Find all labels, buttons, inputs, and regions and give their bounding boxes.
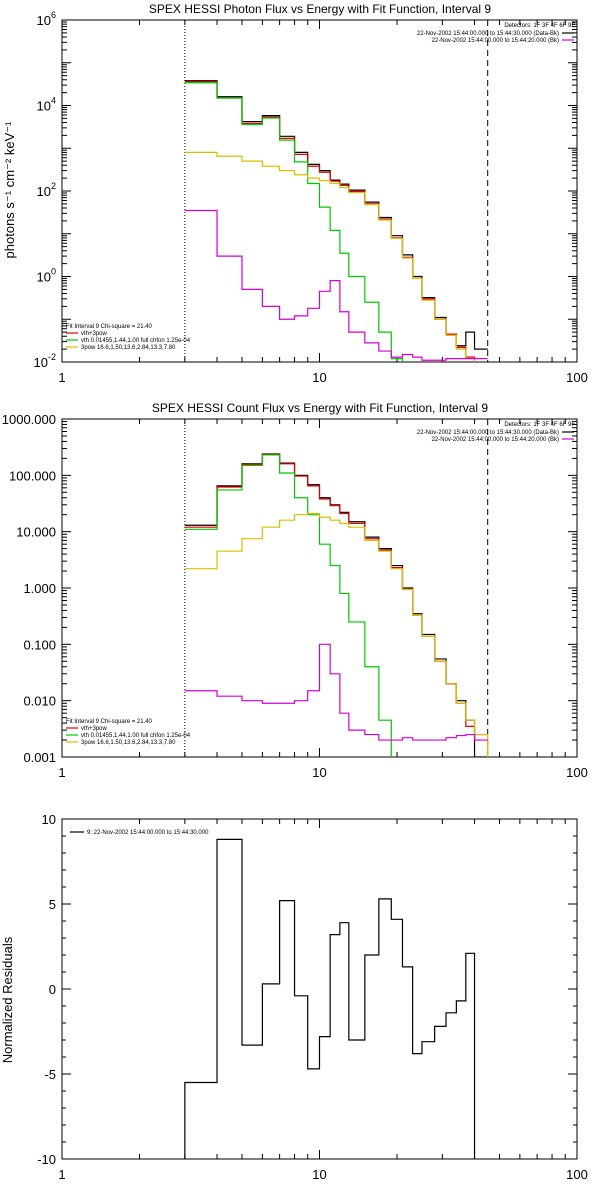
panel3-ylabel: Normalized Residuals [0, 936, 15, 1063]
panel2-ytick-label: 100.000 [9, 468, 56, 483]
panel2-title: SPEX HESSI Count Flux vs Energy with Fit… [152, 401, 488, 415]
panel2-ytick-label: 0.001 [23, 750, 56, 765]
panel2-ytick-label: 1.000 [23, 581, 56, 596]
panel3-ytick-label: 10 [42, 812, 56, 827]
panel3-legend: 9: 22-Nov-2002 15:44:00.000 to 15:44:30.… [70, 830, 209, 836]
panel1-ytick-exponent: -2 [48, 352, 56, 362]
panel2-ytick-label: 10.000 [16, 525, 56, 540]
panel2-fit-legend: Fit Interval 9 Chi-square = 21.40vth+3po… [66, 719, 191, 746]
panel3-ytick-label: -10 [37, 1152, 56, 1167]
panel2-fit-legend-text: vth+3pow [81, 726, 108, 732]
panel2-ytick-label: 1000.000 [2, 412, 56, 427]
panel1-series-line [184, 209, 488, 361]
panel3-xtick-label: 10 [312, 1167, 326, 1182]
panel2-plot: 1 10 100 0.001 0.010 0.100 1.000 10.000 100.000 1… [2, 412, 588, 780]
panel1-series-group [184, 80, 488, 362]
panel2-y-ticks [62, 421, 577, 758]
panel2-fit-legend-text: vth 0.01455,1.44,1.00 full chfon 1.25e-0… [81, 733, 191, 739]
panel1-xtick-label: 100 [566, 370, 588, 385]
panel2-series-group [184, 453, 489, 757]
panel2-xtick-label: 1 [58, 765, 65, 780]
panel2-fit-legend-text: 3pow 16.6,1.50,13.6,2.84,13.3,7.80 [81, 740, 176, 746]
panel2-ytick-label: 0.100 [23, 637, 56, 652]
panel1-fit-legend: Fit Interval 9 Chi-square = 21.40vth+3po… [66, 324, 191, 351]
panel1-ytick-exponent: 6 [51, 10, 56, 20]
panel1-title: SPEX HESSI Photon Flux vs Energy with Fi… [149, 2, 491, 16]
panel1-ylabel: photons s⁻¹ cm⁻² keV⁻¹ [2, 121, 17, 259]
panel2-ytick-label: 0.010 [23, 694, 56, 709]
panel1-series-line [184, 82, 404, 362]
panel2-legend-entry-text: 22-Nov-2002 15:44:00.000 to 15:44:30.000… [417, 430, 559, 436]
panel1-top-legend: Detectors: 1F 3F 4F 6F 9F 22-Nov-2002 15:… [417, 23, 575, 44]
panel3-legend-text: 9: 22-Nov-2002 15:44:00.000 to 15:44:30.… [87, 830, 209, 836]
panel1-legend-entry-text: 22-Nov-2002 15:44:00.000 to 15:44:30.000… [417, 31, 559, 37]
panel3-plot: 1 10 100 -10 -5 0 5 10 9: 22-Nov-2002 15:44:00.0… [37, 812, 588, 1182]
panel3-series-line [184, 838, 489, 1159]
panel2-legend-header: Detectors: 1F 3F 4F 6F 9F [504, 422, 575, 428]
panel1-legend-header: Detectors: 1F 3F 4F 6F 9F [504, 23, 575, 29]
panel2-fit-legend-header: Fit Interval 9 Chi-square = 21.40 [66, 719, 153, 725]
panel1-fit-legend-header: Fit Interval 9 Chi-square = 21.40 [66, 324, 153, 330]
panel3-ytick-label: -5 [44, 1067, 56, 1082]
panel1-ytick-exponent: 0 [51, 267, 56, 277]
panel1-legend-entry-text: 22-Nov-2002 15:44:00.000 to 15:44:20.000… [432, 38, 559, 44]
panel2-legend-entry-text: 22-Nov-2002 15:44:00.000 to 15:44:20.000… [432, 437, 559, 443]
panel3-series-group [184, 838, 489, 1159]
panel1-ytick-exponent: 4 [51, 96, 56, 106]
panel2-series-line [184, 512, 489, 757]
panel1-fit-legend-text: vth 0.01455,1.44,1.00 full chfon 1.25e-0… [81, 338, 191, 344]
panel3-xtick-label: 100 [566, 1167, 588, 1182]
panel1-fit-legend-text: 3pow 16.6,1.50,13.6,2.84,13.3,7.80 [81, 345, 176, 351]
panel1-fit-legend-text: vth+3pow [81, 331, 108, 337]
panel2-top-legend: Detectors: 1F 3F 4F 6F 9F 22-Nov-2002 15:… [417, 422, 575, 443]
panel2-xtick-label: 10 [312, 765, 326, 780]
panel1-xtick-label: 1 [58, 370, 65, 385]
panel2-series-line [184, 643, 488, 741]
panel1-ytick-exponent: 2 [51, 181, 56, 191]
panel1-xtick-label: 10 [312, 370, 326, 385]
panel3-ytick-label: 0 [49, 982, 56, 997]
panel2-xtick-label: 100 [566, 765, 588, 780]
panel3-ytick-label: 5 [49, 897, 56, 912]
panel1-y-ticks [62, 21, 577, 363]
panel2-series-line [184, 454, 392, 757]
panel1-series-line [184, 151, 476, 362]
panel3-xtick-label: 1 [58, 1167, 65, 1182]
panel3-y-ticks [62, 818, 577, 1160]
